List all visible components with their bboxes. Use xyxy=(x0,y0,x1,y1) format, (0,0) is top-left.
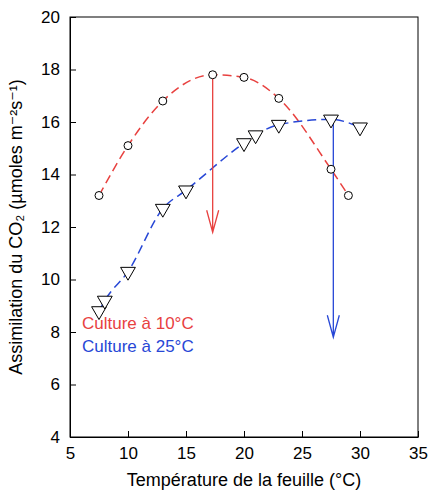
x-tick-label: 35 xyxy=(409,444,428,463)
series-line xyxy=(99,119,360,311)
y-tick: 14 xyxy=(41,165,76,184)
x-tick-mark xyxy=(244,431,245,437)
y-tick: 4 xyxy=(51,428,76,447)
legend: Culture à 10°C Culture à 25°C xyxy=(82,314,194,356)
y-tick-label: 18 xyxy=(41,60,60,79)
x-tick-mark xyxy=(418,431,419,437)
plot-frame xyxy=(70,17,418,437)
x-axis-line xyxy=(71,437,419,438)
x-tick-label: 25 xyxy=(293,444,312,463)
data-point xyxy=(237,139,252,152)
y-tick-label: 10 xyxy=(41,270,60,289)
x-tick-label: 20 xyxy=(235,444,254,463)
y-tick: 12 xyxy=(41,218,76,237)
data-point xyxy=(275,94,283,102)
data-point xyxy=(159,97,167,105)
legend-entry: Culture à 10°C xyxy=(82,314,194,333)
data-point xyxy=(344,192,352,200)
y-tick-mark xyxy=(70,122,76,123)
x-tick: 30 xyxy=(351,431,370,463)
y-tick-mark xyxy=(70,280,76,281)
data-point xyxy=(327,165,335,173)
x-tick-mark xyxy=(302,431,303,437)
y-tick-mark xyxy=(70,385,76,386)
x-tick-label: 5 xyxy=(66,444,75,463)
data-point xyxy=(248,131,263,144)
data-point xyxy=(179,186,194,199)
data-point xyxy=(353,123,368,136)
y-tick-label: 20 xyxy=(41,8,60,27)
y-tick-label: 4 xyxy=(51,428,60,447)
data-point xyxy=(240,73,248,81)
data-point xyxy=(124,142,132,150)
x-tick-label: 10 xyxy=(119,444,138,463)
y-tick-mark xyxy=(70,332,76,333)
x-tick-label: 15 xyxy=(177,444,196,463)
x-axis-title: Température de la feuille (°C) xyxy=(127,470,361,490)
y-tick-label: 16 xyxy=(41,113,60,132)
chart: 5 10 15 20 25 30 35 4 6 8 10 12 14 16 18 20 Culture à 10… xyxy=(0,0,448,500)
data-point xyxy=(121,267,136,280)
data-point xyxy=(155,204,170,217)
y-axis: 4 6 8 10 12 14 16 18 20 xyxy=(41,8,76,447)
x-tick-mark xyxy=(186,431,187,437)
x-tick: 10 xyxy=(119,431,138,463)
x-tick: 15 xyxy=(177,431,196,463)
y-tick: 6 xyxy=(51,375,76,394)
data-point xyxy=(271,120,286,133)
y-tick-label: 8 xyxy=(51,323,60,342)
y-tick-mark xyxy=(70,437,76,438)
x-tick-mark xyxy=(360,431,361,437)
arrow xyxy=(207,75,219,233)
y-tick-mark xyxy=(70,17,76,18)
plot: 5 10 15 20 25 30 35 4 6 8 10 12 14 16 18 20 Culture à 10… xyxy=(41,8,428,463)
x-tick: 20 xyxy=(235,431,254,463)
y-tick: 10 xyxy=(41,270,76,289)
y-tick-label: 12 xyxy=(41,218,60,237)
x-tick-mark xyxy=(128,431,129,437)
legend-entry: Culture à 25°C xyxy=(82,337,194,356)
x-tick: 25 xyxy=(293,431,312,463)
y-tick-mark xyxy=(70,227,76,228)
y-tick: 8 xyxy=(51,323,76,342)
x-axis: 5 10 15 20 25 30 35 xyxy=(66,431,428,463)
y-tick: 16 xyxy=(41,113,76,132)
data-point xyxy=(97,296,112,309)
y-tick-label: 14 xyxy=(41,165,60,184)
x-tick-label: 30 xyxy=(351,444,370,463)
data-point xyxy=(324,115,339,128)
y-tick-label: 6 xyxy=(51,375,60,394)
series-line xyxy=(99,75,348,196)
y-tick: 18 xyxy=(41,60,76,79)
data-point xyxy=(95,192,103,200)
y-axis-title: Assimilation du CO₂ (µmoles m⁻²s⁻¹) xyxy=(6,79,26,374)
data-point xyxy=(209,71,217,79)
x-tick: 35 xyxy=(409,431,428,463)
y-tick: 20 xyxy=(41,8,76,27)
arrow xyxy=(327,119,339,337)
data-area xyxy=(92,71,368,337)
y-tick-mark xyxy=(70,70,76,71)
y-tick-mark xyxy=(70,175,76,176)
